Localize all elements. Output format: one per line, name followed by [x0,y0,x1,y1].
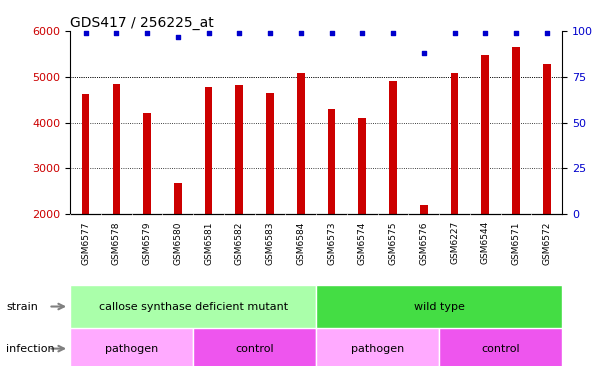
Text: pathogen: pathogen [105,344,158,354]
Bar [112,84,120,214]
Text: GSM6576: GSM6576 [419,221,428,265]
Point [357,30,367,36]
Bar [481,55,489,214]
Bar [439,328,562,366]
Text: infection: infection [6,344,55,354]
Bar [266,93,274,214]
Text: GDS417 / 256225_at: GDS417 / 256225_at [70,16,214,30]
Text: GSM6584: GSM6584 [296,221,306,265]
Bar [174,183,181,214]
Point [173,34,183,40]
Text: pathogen: pathogen [351,344,404,354]
Text: GSM6583: GSM6583 [266,221,274,265]
Bar [205,87,213,214]
Point [511,30,521,36]
Point [542,30,552,36]
Bar [143,113,151,214]
Text: GSM6571: GSM6571 [511,221,521,265]
Point [296,30,306,36]
Point [388,30,398,36]
Bar [359,118,366,214]
Text: GSM6574: GSM6574 [358,221,367,265]
Bar [389,81,397,214]
Point [419,50,429,56]
Text: callose synthase deficient mutant: callose synthase deficient mutant [98,302,288,311]
Text: GSM6581: GSM6581 [204,221,213,265]
Bar [512,47,520,214]
Point [235,30,244,36]
Point [480,30,490,36]
Text: GSM6578: GSM6578 [112,221,121,265]
Text: GSM6572: GSM6572 [542,221,551,265]
Bar [70,285,316,328]
Text: wild type: wild type [414,302,464,311]
Text: GSM6227: GSM6227 [450,221,459,265]
Bar [451,73,458,214]
Bar [316,285,562,328]
Text: strain: strain [6,302,38,311]
Text: GSM6579: GSM6579 [142,221,152,265]
Text: GSM6582: GSM6582 [235,221,244,265]
Point [327,30,337,36]
Bar [235,85,243,214]
Point [450,30,459,36]
Text: GSM6580: GSM6580 [174,221,182,265]
Text: control: control [235,344,274,354]
Bar [82,94,89,214]
Bar [420,205,428,214]
Bar [193,328,316,366]
Point [265,30,275,36]
Text: GSM6575: GSM6575 [389,221,398,265]
Bar [316,328,439,366]
Point [111,30,121,36]
Bar [297,73,305,214]
Text: GSM6573: GSM6573 [327,221,336,265]
Bar [327,109,335,214]
Text: GSM6544: GSM6544 [481,221,490,265]
Text: control: control [481,344,520,354]
Point [203,30,213,36]
Point [81,30,90,36]
Text: GSM6577: GSM6577 [81,221,90,265]
Bar [70,328,193,366]
Point [142,30,152,36]
Bar [543,64,551,214]
